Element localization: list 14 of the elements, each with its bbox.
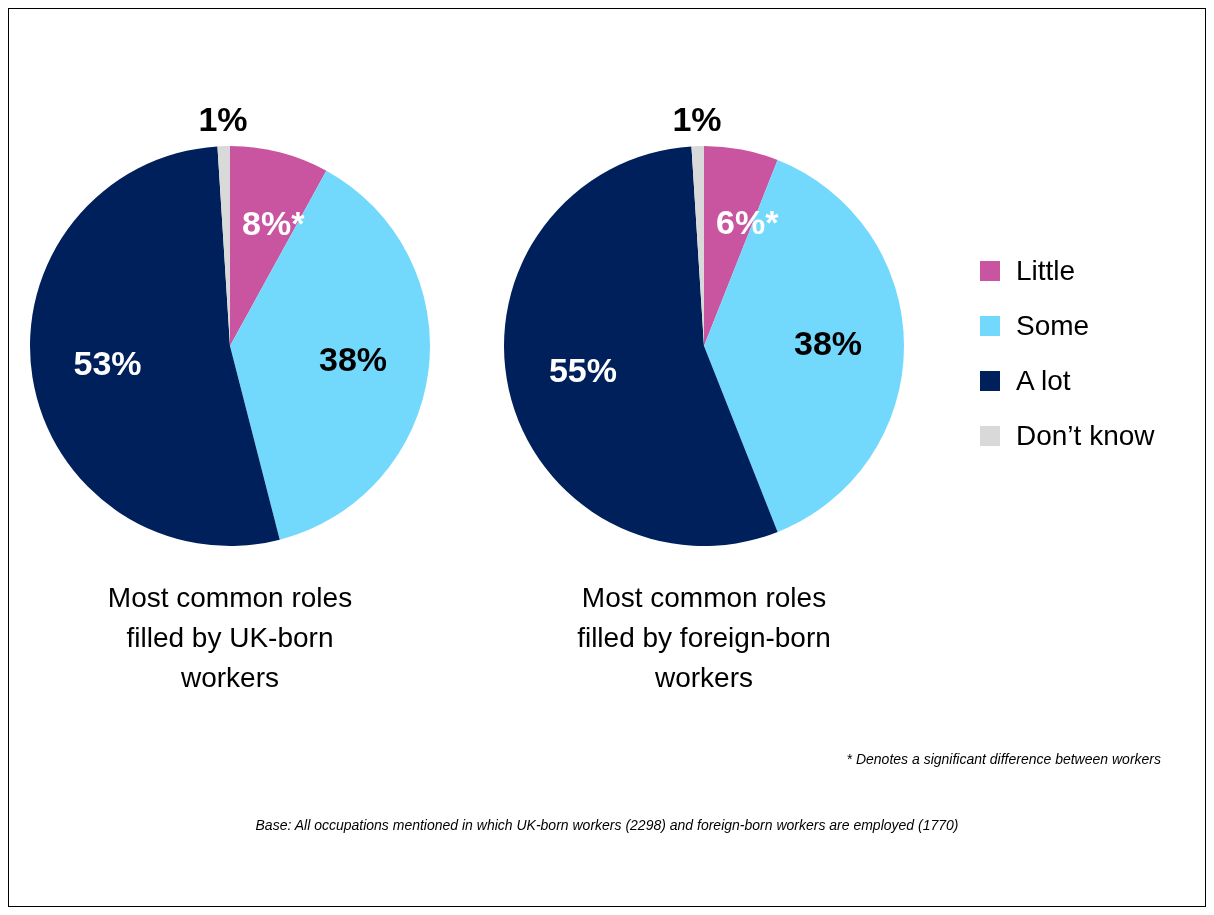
data-label: 53% — [73, 343, 142, 382]
legend-label: A lot — [1016, 364, 1071, 397]
legend-label: Little — [1016, 254, 1076, 287]
legend-label: Some — [1016, 309, 1090, 342]
text: Most common roles filled by UK-born workers — [106, 581, 354, 695]
data-label: 1% — [198, 100, 248, 139]
data-label: 55% — [548, 351, 618, 390]
text: Most common roles filled by foreign-born workers — [576, 581, 832, 695]
text: Base: All occupations mentioned in which UK-born workers (2298) and foreign-born workers are employed (1770) — [254, 817, 960, 833]
data-label: 38% — [793, 324, 863, 363]
data-label: 38% — [318, 339, 388, 378]
legend-label: Don’t know — [1016, 419, 1155, 452]
data-label: 1% — [672, 100, 722, 139]
text: * Denotes a significant difference between workers — [846, 751, 1161, 767]
